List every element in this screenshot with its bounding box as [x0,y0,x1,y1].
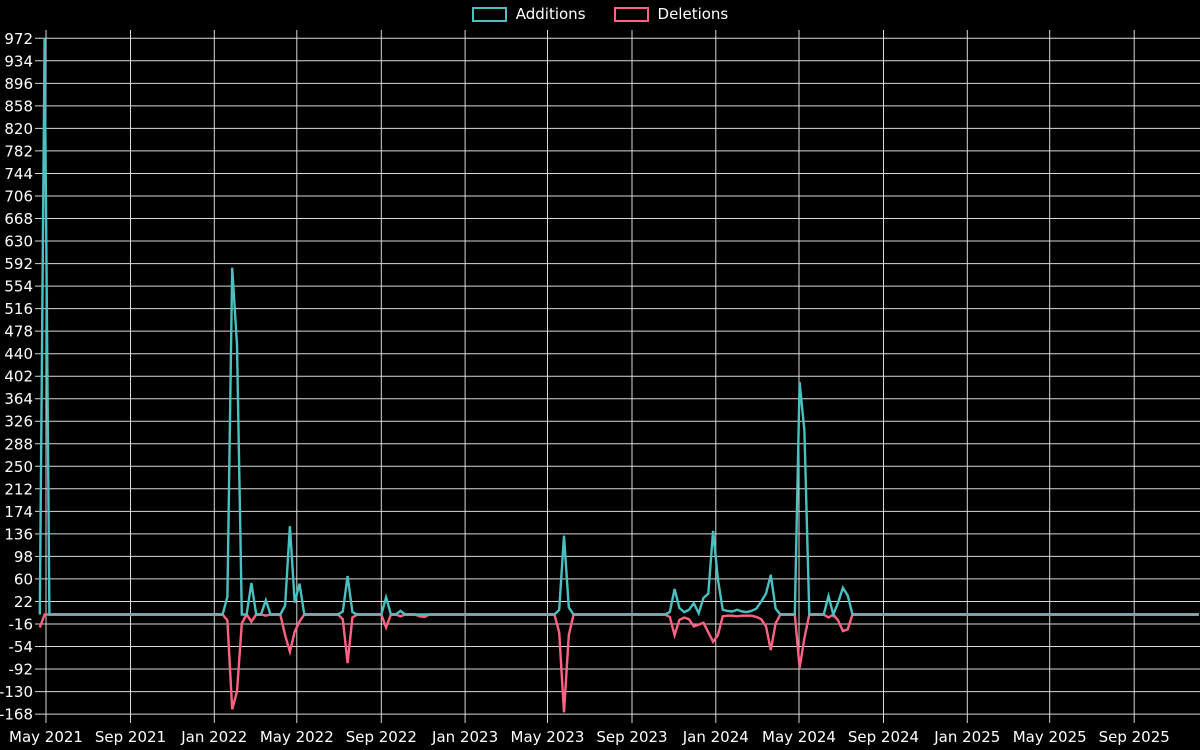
y-tick-label: 668 [4,210,33,228]
gridlines [35,30,1200,723]
y-tick-label: -130 [0,683,33,701]
y-tick-label: 820 [4,120,33,138]
y-tick-label: 136 [4,525,33,543]
y-tick-label: 858 [4,97,33,115]
y-tick-label: 896 [4,75,33,93]
y-tick-label: -16 [9,616,34,634]
x-tick-label: Jan 2025 [933,728,1000,746]
y-tick-label: 364 [4,390,33,408]
x-tick-label: May 2021 [9,728,83,746]
y-tick-label: 706 [4,188,33,206]
y-tick-label: 782 [4,142,33,160]
y-tick-label: 630 [4,233,33,251]
x-tick-label: May 2022 [260,728,334,746]
chart-legend: Additions Deletions [0,5,1200,23]
legend-label-deletions: Deletions [657,5,729,23]
y-tick-label: 744 [4,165,33,183]
y-tick-label: 288 [4,435,33,453]
x-tick-label: May 2023 [511,728,585,746]
x-tick-label: May 2025 [1013,728,1087,746]
x-tick-label: Sep 2024 [848,728,919,746]
x-tick-label: May 2024 [762,728,836,746]
x-tick-label: Jan 2022 [180,728,247,746]
x-tick-label: Sep 2021 [95,728,166,746]
y-tick-label: 402 [4,368,33,386]
y-tick-label: 592 [4,255,33,273]
legend-label-additions: Additions [515,5,586,23]
y-tick-label: 174 [4,503,33,521]
y-tick-label: -168 [0,706,33,724]
y-tick-label: 212 [4,480,33,498]
y-tick-label: 440 [4,345,33,363]
y-tick-label: -92 [9,661,34,679]
legend-swatch-additions-icon [471,6,507,22]
y-tick-label: 326 [4,413,33,431]
legend-swatch-deletions-icon [613,6,649,22]
x-tick-label: Sep 2023 [596,728,667,746]
y-tick-label: 478 [4,323,33,341]
y-tick-label: 516 [4,300,33,318]
y-tick-label: 60 [14,570,33,588]
x-tick-label: Jan 2024 [682,728,749,746]
legend-item-deletions[interactable]: Deletions [613,5,729,23]
y-tick-label: 250 [4,458,33,476]
y-tick-label: 934 [4,52,33,70]
legend-item-additions[interactable]: Additions [471,5,586,23]
axis-labels: 972 934 896 858 820 782 744 706 668 630 592 554 516 4… [0,30,1170,746]
y-tick-label: -54 [9,638,34,656]
x-tick-label: Jan 2023 [431,728,498,746]
x-tick-label: Sep 2022 [346,728,417,746]
x-tick-label: Sep 2025 [1099,728,1170,746]
y-tick-label: 22 [14,593,33,611]
y-tick-label: 554 [4,278,33,296]
y-tick-label: 972 [4,30,33,48]
y-tick-label: 98 [14,548,33,566]
